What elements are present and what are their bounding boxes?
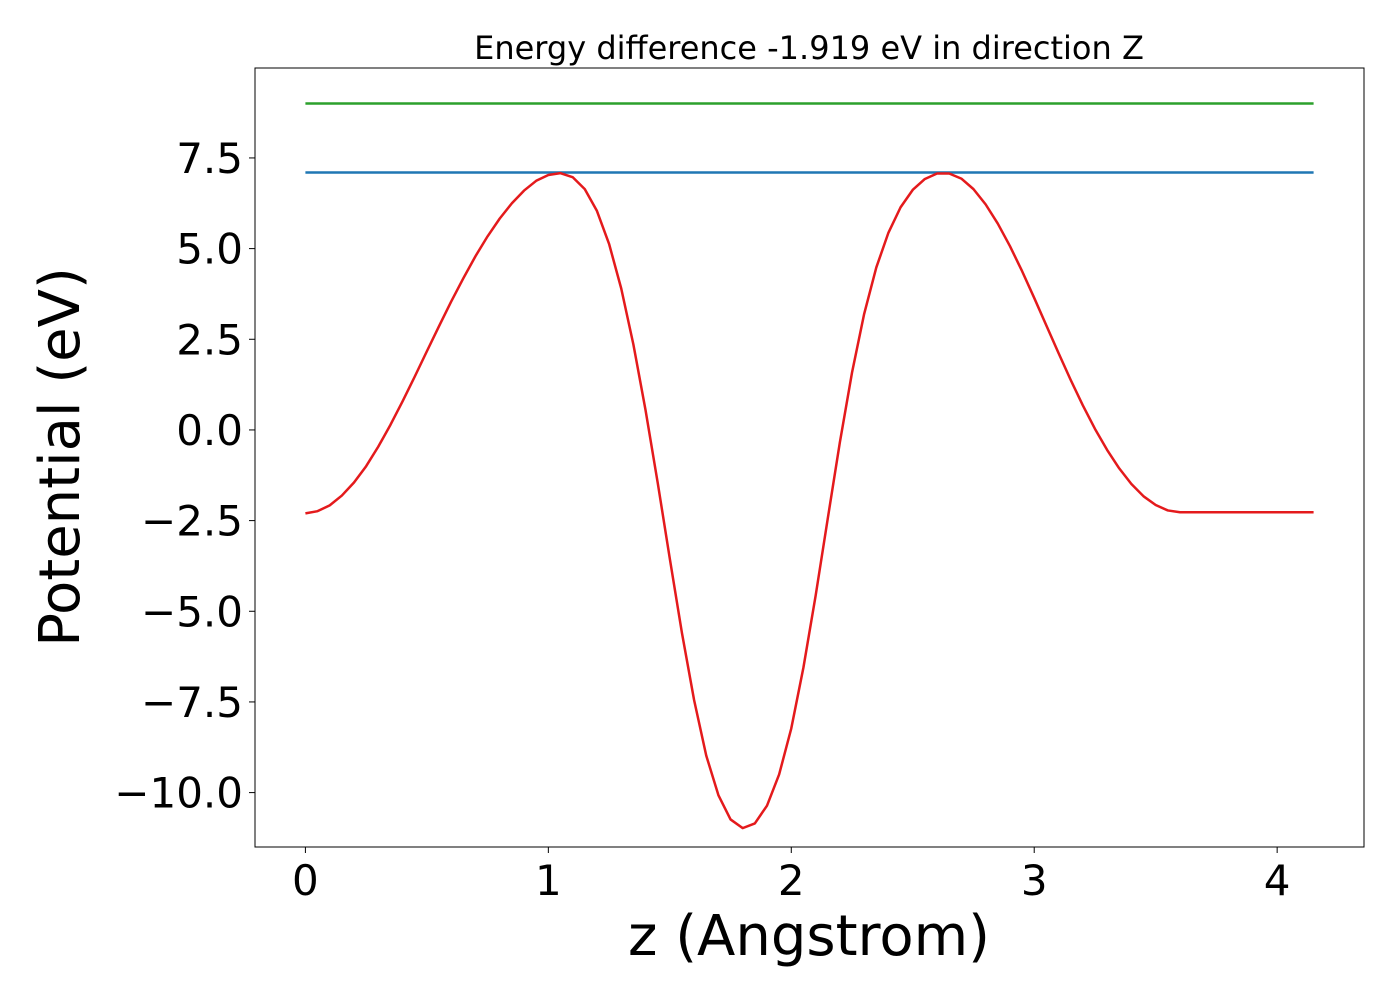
plot-area-frame (254, 67, 1365, 848)
y-tick-label: 7.5 (176, 134, 243, 183)
x-tick-label: 0 (292, 856, 319, 905)
x-tick-label: 1 (535, 856, 562, 905)
y-tick-label: −7.5 (141, 678, 243, 727)
y-axis-label: Potential (eV) (28, 267, 93, 647)
x-tick-label: 4 (1264, 856, 1291, 905)
x-tick-label: 3 (1021, 856, 1048, 905)
chart-title: Energy difference -1.919 eV in direction… (474, 29, 1144, 67)
y-tick-label: −5.0 (141, 587, 243, 636)
y-tick-label: −10.0 (114, 769, 243, 818)
y-tick-label: 0.0 (176, 406, 243, 455)
y-tick-label: −2.5 (141, 497, 243, 546)
x-axis-ticks: 0 1 2 3 4 (292, 847, 1291, 905)
series-line-2 (305, 171, 1314, 830)
x-axis-label: z (Angstrom) (628, 904, 990, 969)
x-tick-label: 2 (778, 856, 805, 905)
y-tick-label: 2.5 (176, 315, 243, 364)
y-tick-label: 5.0 (176, 225, 243, 274)
y-axis-ticks: 7.5 5.0 2.5 0.0 −2.5 −5.0 −7.5 −10.0 (114, 134, 255, 818)
series-layer (305, 102, 1314, 830)
